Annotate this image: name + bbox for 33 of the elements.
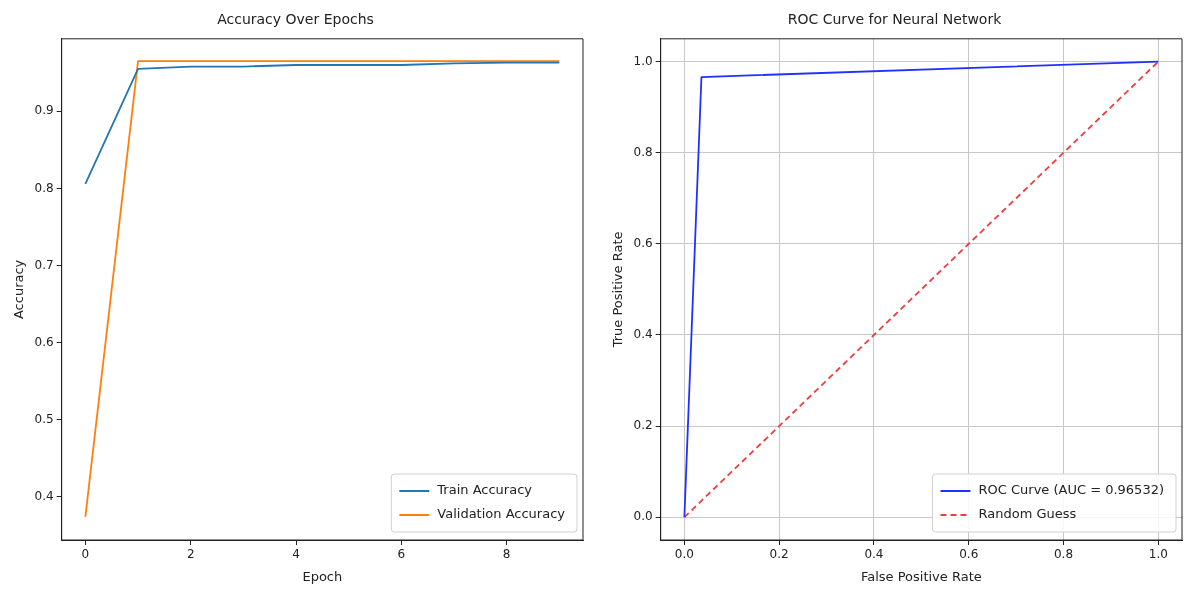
y-tick-label: 0.6 (34, 334, 54, 349)
y-tick-label: 0.2 (633, 418, 653, 433)
y-axis-title: Accuracy (11, 259, 27, 320)
x-tick-label: 0 (81, 547, 90, 562)
y-tick-label: 0.8 (633, 144, 653, 159)
y-tick-label: 0.9 (34, 103, 54, 118)
legend-label: ROC Curve (AUC = 0.96532) (978, 482, 1165, 498)
y-tick-label: 0.7 (34, 257, 54, 272)
legend-label: Train Accuracy (436, 482, 533, 498)
x-tick-label: 0.0 (674, 547, 694, 562)
legend-label: Random Guess (978, 506, 1077, 522)
x-tick-label: 0.6 (959, 547, 979, 562)
chart-title: Accuracy Over Epochs (217, 11, 374, 28)
y-tick-label: 0.4 (34, 488, 54, 503)
y-tick-label: 0.4 (633, 327, 653, 342)
x-axis-title: False Positive Rate (860, 568, 982, 584)
x-tick-label: 1.0 (1148, 547, 1168, 562)
legend-label: Validation Accuracy (437, 506, 566, 522)
x-axis-title: Epoch (302, 568, 343, 584)
x-tick-label: 2 (186, 547, 195, 562)
x-tick-label: 6 (397, 547, 406, 562)
x-tick-label: 8 (502, 547, 511, 562)
x-tick-label: 0.8 (1053, 547, 1074, 562)
x-tick-label: 4 (292, 547, 300, 562)
y-tick-label: 0.8 (34, 180, 54, 195)
chart-title: ROC Curve for Neural Network (787, 11, 1003, 28)
y-tick-label: 0.0 (633, 509, 653, 524)
y-axis-title: True Positive Rate (610, 231, 626, 349)
x-tick-label: 0.4 (864, 547, 884, 562)
y-tick-label: 0.6 (633, 235, 653, 250)
y-tick-label: 1.0 (633, 53, 653, 68)
y-tick-label: 0.5 (34, 411, 54, 426)
x-tick-label: 0.2 (769, 547, 789, 562)
